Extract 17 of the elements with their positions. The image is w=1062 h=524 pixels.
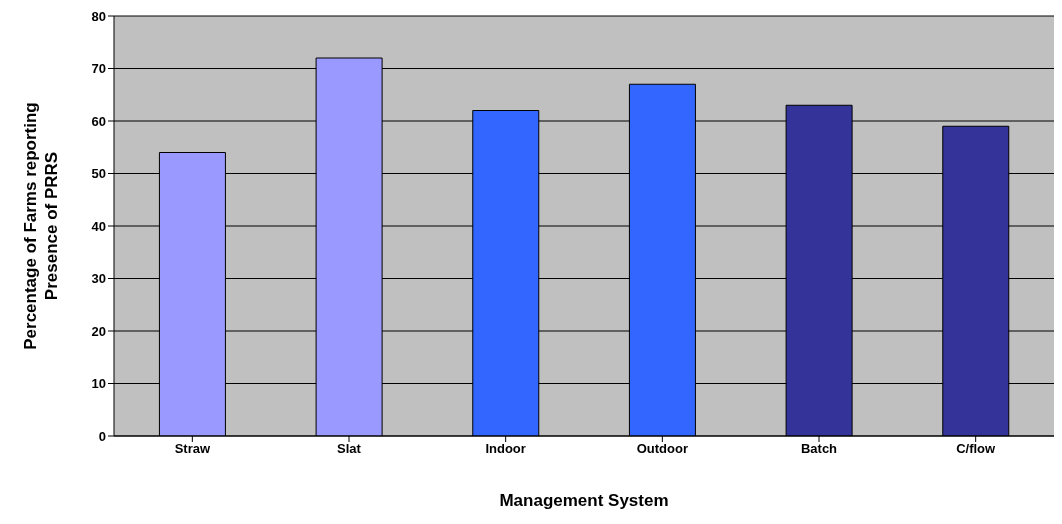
x-tick-label: Slat	[337, 441, 362, 457]
x-tick-label: Outdoor	[636, 441, 688, 457]
y-tick-label: 50	[91, 166, 106, 182]
y-tick-label: 80	[91, 8, 106, 24]
y-tick-label: 60	[91, 113, 106, 129]
y-tick-label: 20	[91, 323, 106, 339]
x-axis-title: Management System	[499, 491, 669, 510]
x-tick-label: C/flow	[956, 441, 997, 457]
y-tick-label: 10	[91, 376, 106, 392]
y-tick-label: 40	[91, 218, 106, 234]
y-tick-label: 70	[91, 61, 106, 77]
x-tick-label: Indoor	[485, 441, 526, 457]
x-tick-label: Batch	[800, 441, 838, 457]
y-tick-label: 0	[98, 428, 106, 444]
y-axis-title: Percentage of Farms reporting Presence of PRRS	[21, 102, 61, 350]
y-tick-label: 30	[91, 271, 106, 287]
x-tick-label: Straw	[174, 441, 211, 457]
